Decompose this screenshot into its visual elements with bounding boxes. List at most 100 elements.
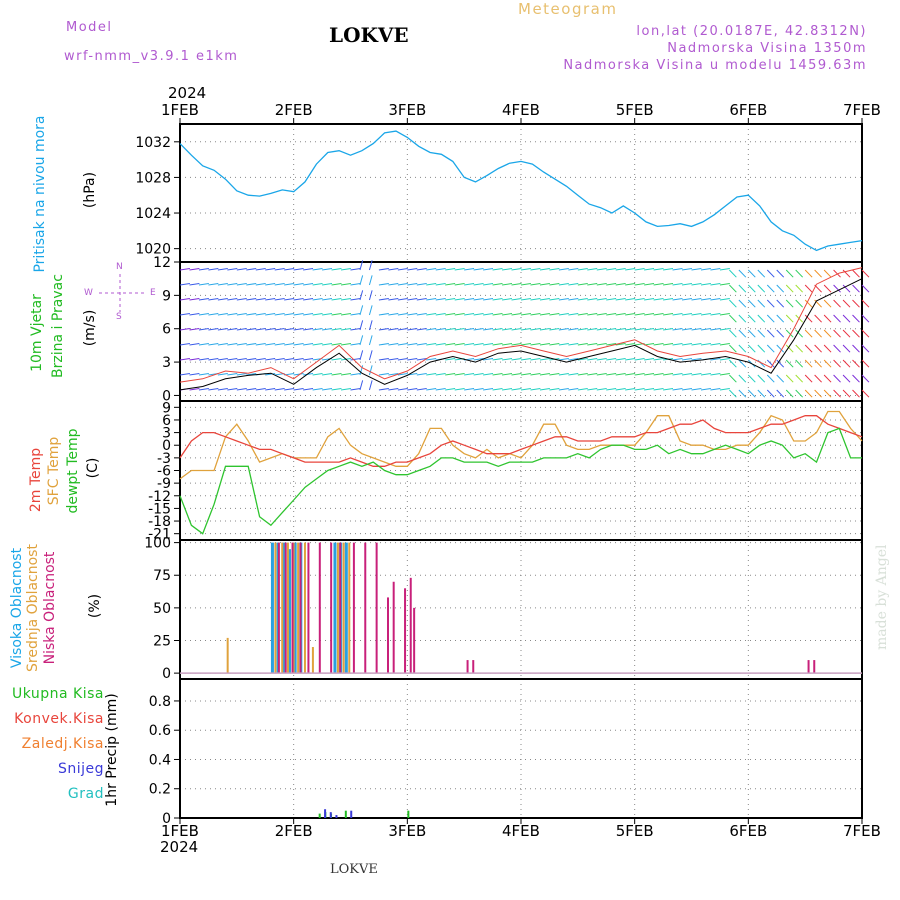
wind-barb (833, 344, 841, 353)
wind-speed-series (179, 278, 863, 391)
wind-barb (766, 359, 775, 368)
wind-barb (368, 290, 373, 301)
wind-tick-label: 12 (153, 255, 171, 271)
wind-barb (852, 329, 860, 338)
wind-barb (208, 283, 219, 286)
wind-barb (473, 358, 484, 361)
wind-barb (464, 328, 475, 331)
wind-barb (663, 283, 674, 286)
wind-barb (426, 328, 437, 331)
wind-barb (492, 298, 503, 301)
wind-barb (284, 313, 295, 316)
wind-barb (861, 284, 870, 293)
wind-barb (738, 269, 747, 278)
legend-conv-precip: Konvek.Kisa (14, 711, 104, 727)
wind-barb (766, 314, 775, 323)
wind-barb (747, 329, 756, 338)
wind-barb (331, 343, 342, 346)
precip-tick-label: 0.8 (149, 694, 171, 710)
wind-barb (842, 269, 851, 278)
wind-barb (331, 328, 342, 331)
temperature-tick-label: 0 (162, 438, 171, 454)
wind-barb (691, 388, 702, 391)
wind-barb (672, 313, 683, 316)
wind-barb (397, 283, 408, 286)
wind-barb (615, 313, 626, 316)
wind-barb (303, 358, 314, 361)
wind-barb (312, 283, 323, 286)
wind-barb (255, 343, 266, 346)
wind-barb (577, 328, 588, 331)
wind-barb (388, 328, 399, 331)
wind-barb (473, 268, 484, 271)
wind-barb (350, 283, 361, 286)
wind-barb (530, 268, 541, 271)
wind-barb (663, 388, 674, 391)
wind-barb (719, 268, 730, 271)
wind-barb (729, 329, 737, 338)
wind-barb (814, 314, 822, 323)
cloud-bar (282, 542, 286, 674)
wind-barb (776, 344, 785, 353)
temperature-tick-label: -6 (157, 464, 171, 480)
wind-barb (368, 305, 373, 316)
wind-barb (804, 359, 813, 368)
wind-barb (359, 365, 364, 376)
wind-barb (388, 373, 399, 376)
wind-barb (539, 298, 550, 301)
wind-barb (653, 343, 664, 346)
wind-barb (710, 268, 721, 271)
wind-barb (804, 284, 813, 293)
wind-barb (359, 260, 364, 271)
wind-barb (293, 283, 304, 286)
wind-barb (501, 358, 513, 361)
wind-barb (435, 313, 446, 316)
wind-barb (198, 343, 209, 346)
wind-barb (198, 388, 209, 391)
wind-barb (823, 374, 832, 383)
wind-barb (681, 328, 692, 331)
wind-barb (757, 284, 766, 293)
wind-barb (407, 313, 418, 316)
wind-barb (700, 343, 711, 346)
wind-barb (473, 343, 484, 346)
wind-barb (795, 389, 804, 398)
wind-barb (208, 343, 219, 346)
wind-barb (587, 298, 598, 301)
compass-east-label: E (150, 288, 156, 298)
wind-barb (407, 298, 418, 301)
x-tick-label-top: 5FEB (616, 101, 654, 119)
wind-barb (464, 343, 475, 346)
wind-barb (842, 389, 851, 398)
wind-barb (757, 389, 766, 398)
compass-cross-icon (99, 274, 146, 312)
wind-barb (795, 269, 804, 278)
wind-barb (729, 299, 737, 308)
pressure-tick-label: 1032 (135, 135, 171, 151)
wind-barb (454, 388, 465, 391)
wind-barb (492, 358, 503, 361)
wind-barb (322, 373, 333, 376)
wind-barb (672, 298, 683, 301)
wind-barb (823, 359, 832, 368)
wind-barb (747, 284, 756, 293)
wind-barb (265, 328, 276, 331)
wind-barb (823, 389, 832, 398)
wind-barb (700, 328, 711, 331)
wind-barb (198, 313, 209, 316)
wind-barb (331, 388, 342, 391)
elevation-label: Nadmorska Visina 1350m (667, 41, 867, 56)
wind-barb (501, 343, 513, 346)
wind-barb (672, 268, 683, 271)
wind-barb (501, 283, 513, 286)
wind-barb (766, 344, 775, 353)
wind-barb (539, 268, 550, 271)
wind-barb (644, 313, 655, 316)
wind-barb (596, 328, 607, 331)
wind-barb (445, 298, 456, 301)
wind-barb (804, 329, 813, 338)
wind-barb (520, 388, 531, 391)
wind-barb (312, 388, 323, 391)
wind-barb (189, 298, 200, 301)
cloud-tick-label: 100 (144, 536, 171, 552)
